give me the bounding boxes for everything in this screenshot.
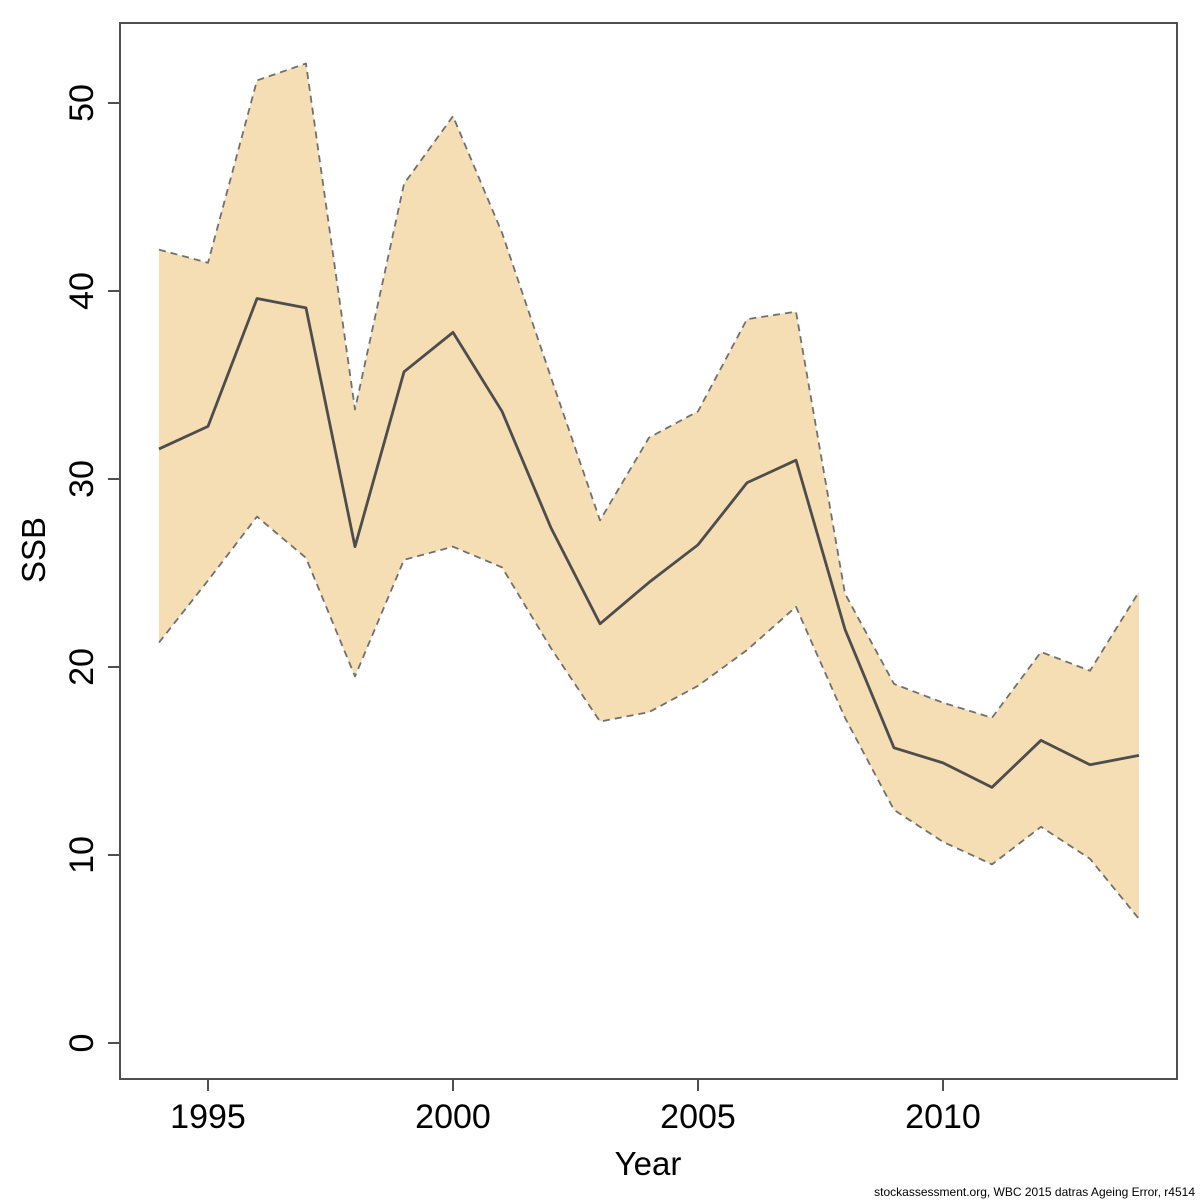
axes-layer: 1995 2000 2005 2010 0 10 20 30 40 50 <box>63 22 1178 1136</box>
y-tick-label: 10 <box>63 836 101 874</box>
x-axis-title: Year <box>615 1145 682 1182</box>
footer-attribution: stockassessment.org, WBC 2015 datras Age… <box>874 1185 1195 1199</box>
y-tick-label: 50 <box>63 84 101 122</box>
upper-ci-line <box>158 62 1140 719</box>
y-tick-label: 40 <box>63 272 101 310</box>
y-tick-label: 20 <box>63 648 101 686</box>
x-tick-label: 2010 <box>905 1098 981 1136</box>
x-tick-label: 2005 <box>660 1098 736 1136</box>
confidence-band-layer <box>159 63 1139 919</box>
y-tick-label: 0 <box>63 1034 101 1053</box>
plot-box <box>119 22 1178 1080</box>
x-tick-label: 1995 <box>170 1098 246 1136</box>
y-tick-label: 30 <box>63 460 101 498</box>
median-line <box>158 297 1140 789</box>
lower-ci-line <box>158 515 1140 920</box>
y-axis-title: SSB <box>15 517 52 583</box>
confidence-band <box>159 63 1139 919</box>
median-line-layer <box>158 62 1140 920</box>
x-tick-label: 2000 <box>415 1098 491 1136</box>
